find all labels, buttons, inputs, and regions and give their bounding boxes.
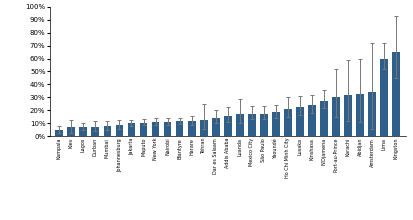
- Bar: [283, 109, 291, 136]
- Bar: [187, 121, 195, 136]
- Bar: [247, 114, 255, 136]
- Bar: [103, 126, 111, 136]
- Bar: [259, 114, 267, 136]
- Bar: [223, 116, 231, 136]
- Bar: [379, 59, 387, 136]
- Bar: [391, 52, 399, 136]
- Bar: [151, 122, 159, 136]
- Bar: [67, 127, 75, 136]
- Bar: [307, 105, 315, 136]
- Bar: [175, 121, 183, 136]
- Bar: [127, 123, 135, 136]
- Bar: [235, 114, 243, 136]
- Bar: [343, 95, 351, 136]
- Bar: [55, 130, 63, 136]
- Bar: [199, 119, 207, 136]
- Bar: [91, 127, 99, 136]
- Bar: [139, 123, 147, 136]
- Bar: [163, 122, 171, 136]
- Bar: [271, 112, 279, 136]
- Bar: [115, 125, 123, 136]
- Bar: [211, 118, 219, 136]
- Bar: [295, 107, 303, 136]
- Bar: [331, 97, 339, 136]
- Bar: [355, 94, 363, 136]
- Bar: [79, 127, 87, 136]
- Bar: [319, 101, 327, 136]
- Bar: [367, 92, 375, 136]
